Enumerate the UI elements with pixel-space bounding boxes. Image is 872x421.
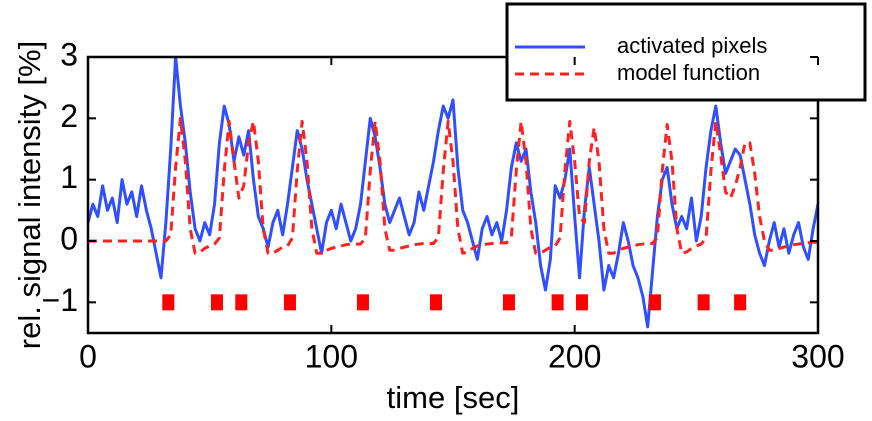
x-tick-label: 300 — [791, 338, 844, 374]
stimulus-marker — [356, 294, 369, 311]
y-tick-label: −1 — [42, 282, 78, 318]
x-axis-label: time [sec] — [387, 380, 520, 415]
stimulus-marker — [575, 294, 588, 311]
stimulus-marker — [551, 294, 564, 311]
stimulus-marker — [734, 294, 747, 311]
y-axis-label: rel. signal intensity [%] — [12, 41, 47, 349]
stimulus-marker — [235, 294, 248, 311]
axes-box — [86, 55, 820, 335]
stimulus-marker — [429, 294, 442, 311]
y-tick-label: 0 — [60, 220, 78, 256]
legend-box — [505, 2, 867, 102]
stimulus-marker — [648, 294, 661, 311]
stimulus-marker — [502, 294, 515, 311]
y-tick-label: 2 — [60, 98, 78, 134]
stimulus-marker — [210, 294, 223, 311]
y-tick-label: 3 — [60, 36, 78, 72]
legend-label: activated pixels — [617, 33, 767, 58]
stimulus-marker — [162, 294, 175, 311]
line-0 — [88, 57, 818, 329]
y-tick-label: 1 — [60, 159, 78, 195]
line-1 — [88, 116, 818, 255]
legend-label: model function — [617, 60, 760, 85]
plot-area — [88, 57, 818, 329]
x-tick-label: 100 — [305, 338, 358, 374]
stimulus-marker — [697, 294, 710, 311]
x-tick-label: 0 — [79, 338, 97, 374]
stimulus-marker — [283, 294, 296, 311]
x-tick-label: 200 — [548, 338, 601, 374]
